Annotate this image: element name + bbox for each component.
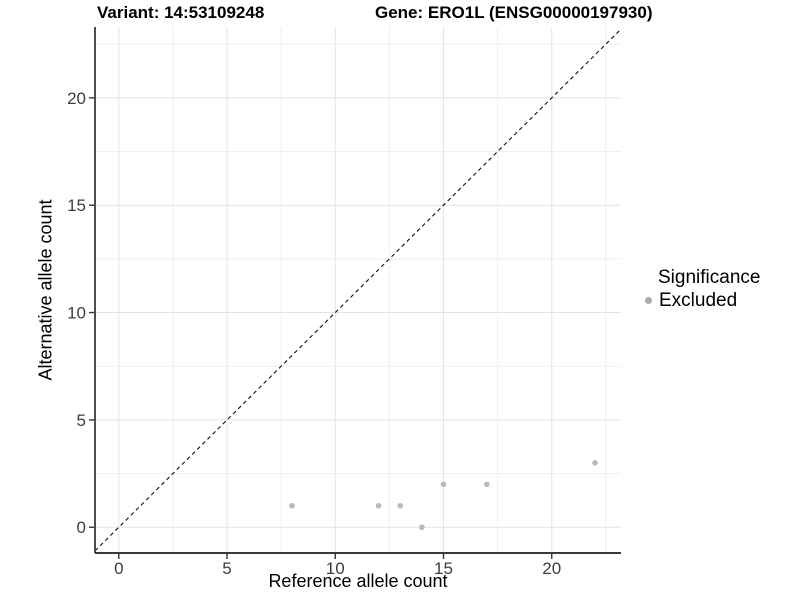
x-tick-label: 15 xyxy=(434,559,453,578)
x-tick-label: 0 xyxy=(114,559,123,578)
y-tick-label: 20 xyxy=(67,89,86,108)
y-tick-label: 15 xyxy=(67,196,86,215)
legend-point-icon xyxy=(645,297,652,304)
data-point xyxy=(397,502,404,509)
x-axis-title: Reference allele count xyxy=(268,571,448,591)
plot-title-variant: Variant: 14:53109248 xyxy=(97,3,265,22)
x-tick-label: 5 xyxy=(222,559,231,578)
legend-item-excluded: Excluded xyxy=(645,289,760,312)
data-point xyxy=(289,502,295,509)
data-point xyxy=(375,502,382,509)
data-point xyxy=(592,460,598,466)
y-tick-label: 0 xyxy=(77,518,86,537)
legend: Significance Excluded xyxy=(645,266,760,312)
y-tick-label: 5 xyxy=(77,411,86,430)
legend-title: Significance xyxy=(658,267,761,288)
identity-dashed-line xyxy=(94,28,622,552)
data-point xyxy=(440,481,447,488)
plot-title-gene: Gene: ERO1L (ENSG00000197930) xyxy=(375,3,653,22)
legend-item-label: Excluded xyxy=(659,290,738,311)
y-tick-label: 10 xyxy=(67,304,86,323)
y-axis-title: Alternative allele count xyxy=(35,199,56,381)
x-tick-label: 20 xyxy=(542,559,561,578)
x-tick-label: 10 xyxy=(326,559,345,578)
data-point xyxy=(419,524,425,531)
data-point xyxy=(483,481,490,488)
